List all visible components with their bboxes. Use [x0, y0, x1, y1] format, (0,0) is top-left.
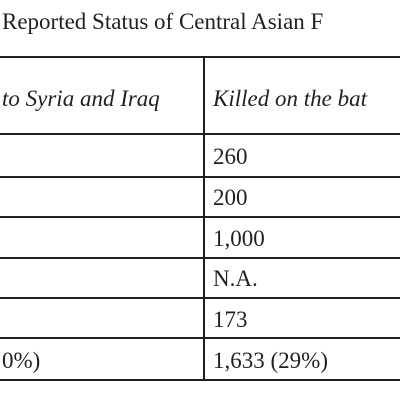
- row-rule: [0, 176, 400, 178]
- table-cell: N.A.: [213, 266, 258, 291]
- table-bottom-rule: [0, 379, 400, 381]
- table-cell: 1,633 (29%): [213, 348, 328, 373]
- header-rule: [0, 133, 400, 135]
- table-cell: 1,000: [213, 226, 265, 251]
- table-cell: 173: [213, 307, 248, 332]
- column-separator: [203, 56, 205, 381]
- table-cell: 260: [213, 144, 248, 169]
- header-cell-killed: Killed on the bat: [213, 86, 367, 111]
- table-cell: 0%): [2, 348, 41, 373]
- row-rule: [0, 297, 400, 299]
- table-cell: 200: [213, 185, 248, 210]
- table-top-rule: [0, 56, 400, 58]
- row-rule: [0, 257, 400, 259]
- header-cell-destination: to Syria and Iraq: [2, 86, 160, 111]
- row-rule: [0, 216, 400, 218]
- row-rule: [0, 337, 400, 339]
- table-title: Reported Status of Central Asian F: [2, 9, 324, 34]
